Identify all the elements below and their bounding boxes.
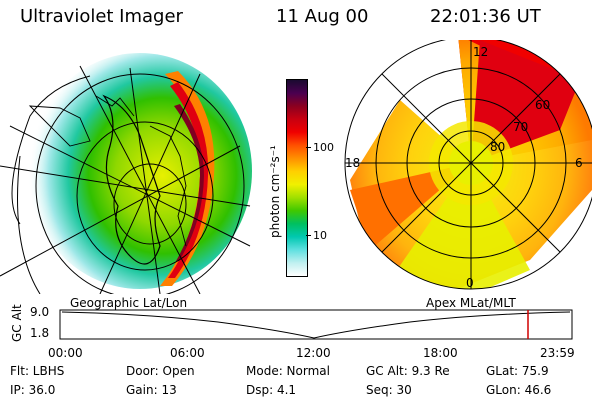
mlt-label-dawn: 6 — [575, 156, 583, 170]
mlt-label-midnight: 0 — [466, 276, 474, 290]
glat-value: GLat: 75.9 — [486, 364, 549, 378]
colorbar-gradient — [287, 80, 307, 276]
altitude-curve — [61, 311, 571, 339]
gain-value: Gain: 13 — [126, 383, 177, 397]
altitude-plot — [59, 309, 573, 340]
mode-value: Mode: Normal — [246, 364, 330, 378]
geographic-panel-label: Geographic Lat/Lon — [70, 296, 188, 310]
mlt-label-noon: 12 — [473, 45, 489, 59]
time-tick-0000: 00:00 — [48, 346, 83, 360]
colorbar-unit-label: photon cm⁻²s⁻¹ — [268, 145, 282, 238]
colorbar — [286, 79, 308, 277]
time-tick-1800: 18:00 — [423, 346, 458, 360]
observation-date: 11 Aug 00 — [276, 6, 369, 27]
seq-value: Seq: 30 — [366, 383, 412, 397]
apex-mlat-mlt-panel: 12 18 6 0 60 70 80 — [330, 40, 592, 296]
apex-aurora-dial — [344, 40, 592, 290]
observation-time: 22:01:36 UT — [430, 6, 541, 27]
altitude-tick-low: 1.8 — [30, 326, 50, 340]
time-tick-1200: 12:00 — [296, 346, 331, 360]
door-value: Door: Open — [126, 364, 195, 378]
colorbar-tick-10 — [306, 235, 311, 236]
time-tick-2359: 23:59 — [540, 346, 575, 360]
mlat-label-70: 70 — [513, 120, 529, 134]
altitude-axis-label: GC Alt — [10, 304, 24, 342]
instrument-title: Ultraviolet Imager — [20, 6, 183, 27]
geographic-image-panel — [0, 46, 252, 294]
glon-value: GLon: 46.6 — [486, 383, 552, 397]
gc-alt-value: GC Alt: 9.3 Re — [366, 364, 450, 378]
mlat-label-60: 60 — [535, 98, 551, 112]
time-tick-0600: 06:00 — [170, 346, 205, 360]
mlt-label-dusk: 18 — [345, 156, 361, 170]
colorbar-label-100: 100 — [313, 141, 334, 154]
colorbar-label-10: 10 — [313, 229, 327, 242]
filter-value: Flt: LBHS — [10, 364, 65, 378]
geographic-aurora-image — [0, 53, 252, 294]
dsp-value: Dsp: 4.1 — [246, 383, 297, 397]
mlat-label-80: 80 — [490, 140, 506, 154]
altitude-tick-high: 9.0 — [30, 305, 50, 319]
ip-value: IP: 36.0 — [10, 383, 56, 397]
colorbar-tick-100 — [306, 147, 311, 148]
apex-panel-label: Apex MLat/MLT — [426, 296, 516, 310]
